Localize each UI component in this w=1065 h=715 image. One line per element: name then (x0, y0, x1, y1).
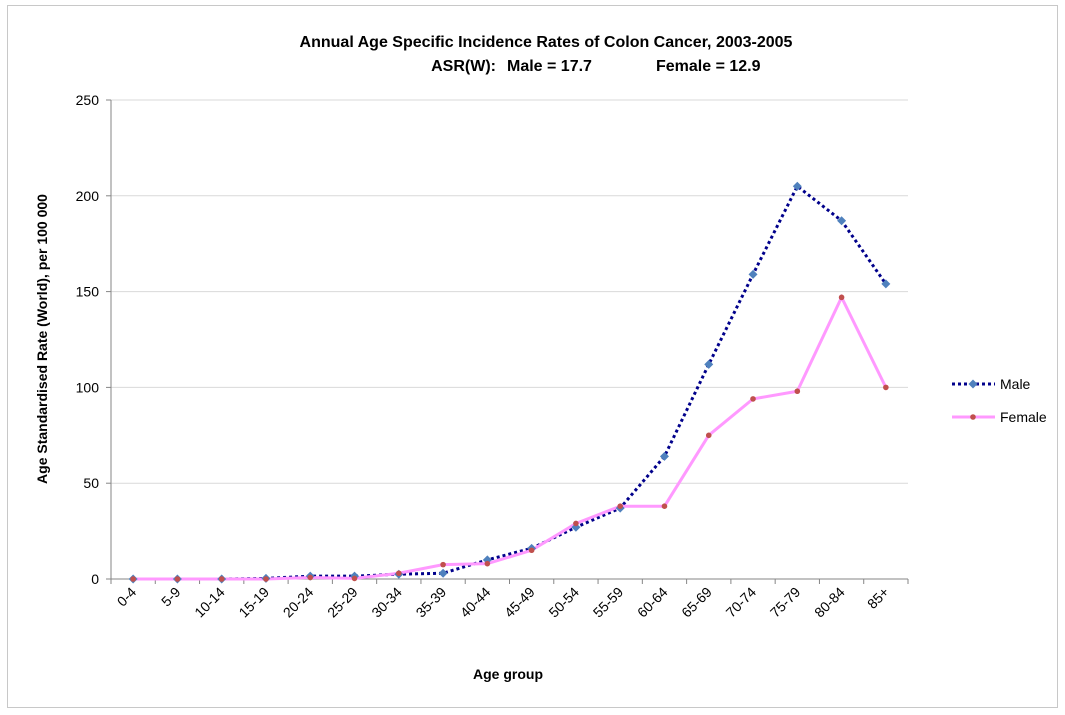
data-point-female (750, 396, 756, 402)
data-point-female (263, 576, 269, 582)
y-axis-title: Age Standardised Rate (World), per 100 0… (34, 194, 50, 484)
data-point-female (174, 576, 181, 582)
x-tick-label: 5-9 (158, 584, 184, 610)
chart-area (7, 5, 1058, 708)
x-tick-label: 55-59 (590, 584, 627, 621)
data-point-male (792, 181, 802, 191)
x-tick-label: 70-74 (723, 584, 760, 621)
x-tick-label: 50-54 (545, 584, 582, 621)
data-point-female (838, 294, 845, 301)
data-point-male (968, 379, 978, 389)
x-tick-label: 75-79 (767, 584, 804, 621)
x-axis-title: Age group (473, 666, 543, 682)
x-tick-label: 20-24 (280, 584, 317, 621)
data-point-male (704, 359, 714, 369)
y-tick-label: 50 (83, 475, 99, 491)
chart-subtitle-male: Male = 17.7 (507, 58, 592, 75)
x-tick-label: 15-19 (235, 584, 272, 621)
x-tick-label: 40-44 (457, 584, 494, 621)
x-tick-label: 80-84 (811, 584, 848, 621)
data-point-female (883, 384, 889, 391)
x-tick-label: 85+ (864, 584, 892, 612)
x-tick-label: 10-14 (191, 584, 228, 621)
y-tick-label: 200 (76, 188, 100, 204)
data-point-female (307, 574, 314, 581)
data-point-female (484, 560, 491, 567)
chart-subtitle-lead: ASR(W): (431, 58, 496, 75)
x-tick-label: 30-34 (368, 584, 405, 621)
data-point-female (661, 503, 668, 509)
data-point-female (396, 570, 402, 577)
y-tick-label: 100 (76, 379, 100, 395)
legend-label-male: Male (1000, 376, 1031, 392)
x-tick-label: 65-69 (678, 584, 715, 621)
y-tick-label: 0 (91, 571, 99, 587)
data-point-female (130, 576, 136, 582)
y-tick-label: 250 (76, 92, 100, 108)
series-line-male (133, 183, 888, 581)
x-tick-label: 25-29 (324, 584, 361, 621)
data-point-female (440, 561, 446, 568)
chart-subtitle-female: Female = 12.9 (656, 58, 761, 75)
legend-label-female: Female (1000, 409, 1047, 425)
data-point-female (573, 520, 579, 527)
data-point-male (837, 216, 847, 226)
data-point-female (351, 575, 358, 582)
data-point-male (659, 451, 669, 461)
y-tick-label: 150 (76, 284, 100, 300)
data-point-female (617, 503, 623, 509)
x-tick-label: 35-39 (413, 584, 450, 621)
data-point-female (794, 388, 801, 395)
x-tick-label: 45-49 (501, 584, 538, 621)
x-tick-label: 60-64 (634, 584, 671, 621)
data-point-female (705, 432, 712, 439)
data-point-male (438, 568, 448, 578)
data-point-female (528, 547, 535, 554)
legend: Male Female (952, 376, 1047, 425)
data-point-male (881, 279, 891, 289)
series-line-female (133, 293, 888, 581)
chart-title: Annual Age Specific Incidence Rates of C… (300, 34, 793, 51)
plot-area: 0 50 100 150 200 250 0-4 5-9 10-14 15-19 20-24 25-2… (76, 92, 909, 621)
x-tick-label: 0-4 (114, 584, 140, 610)
data-point-female (218, 576, 225, 582)
data-point-female (970, 414, 976, 420)
data-point-male (748, 269, 758, 279)
